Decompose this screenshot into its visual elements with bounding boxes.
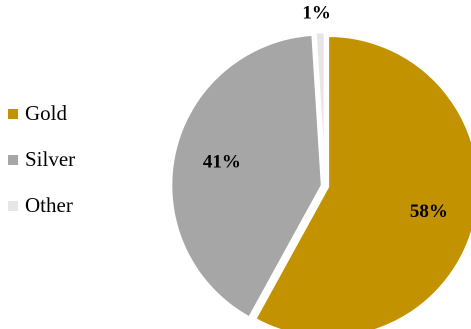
data-label-gold: 58%	[410, 201, 448, 222]
pie-slice-silver	[169, 33, 324, 320]
pie-slice-other	[314, 30, 327, 184]
legend-swatch-silver	[8, 154, 18, 165]
legend-swatch-other	[8, 200, 18, 211]
legend-item-other: Other	[8, 194, 75, 217]
data-label-other: 1%	[302, 2, 331, 23]
pie-slices	[169, 30, 471, 329]
legend-label-other: Other	[25, 193, 73, 217]
legend-item-gold: Gold	[8, 102, 75, 125]
legend: Gold Silver Other	[8, 102, 75, 240]
pie-slice-gold	[253, 34, 471, 329]
legend-label-gold: Gold	[25, 101, 67, 125]
pie-data-labels: 58% 41% 1%	[203, 2, 448, 222]
data-label-silver: 41%	[203, 151, 241, 172]
legend-item-silver: Silver	[8, 148, 75, 171]
legend-label-silver: Silver	[25, 147, 76, 171]
legend-swatch-gold	[8, 108, 18, 119]
